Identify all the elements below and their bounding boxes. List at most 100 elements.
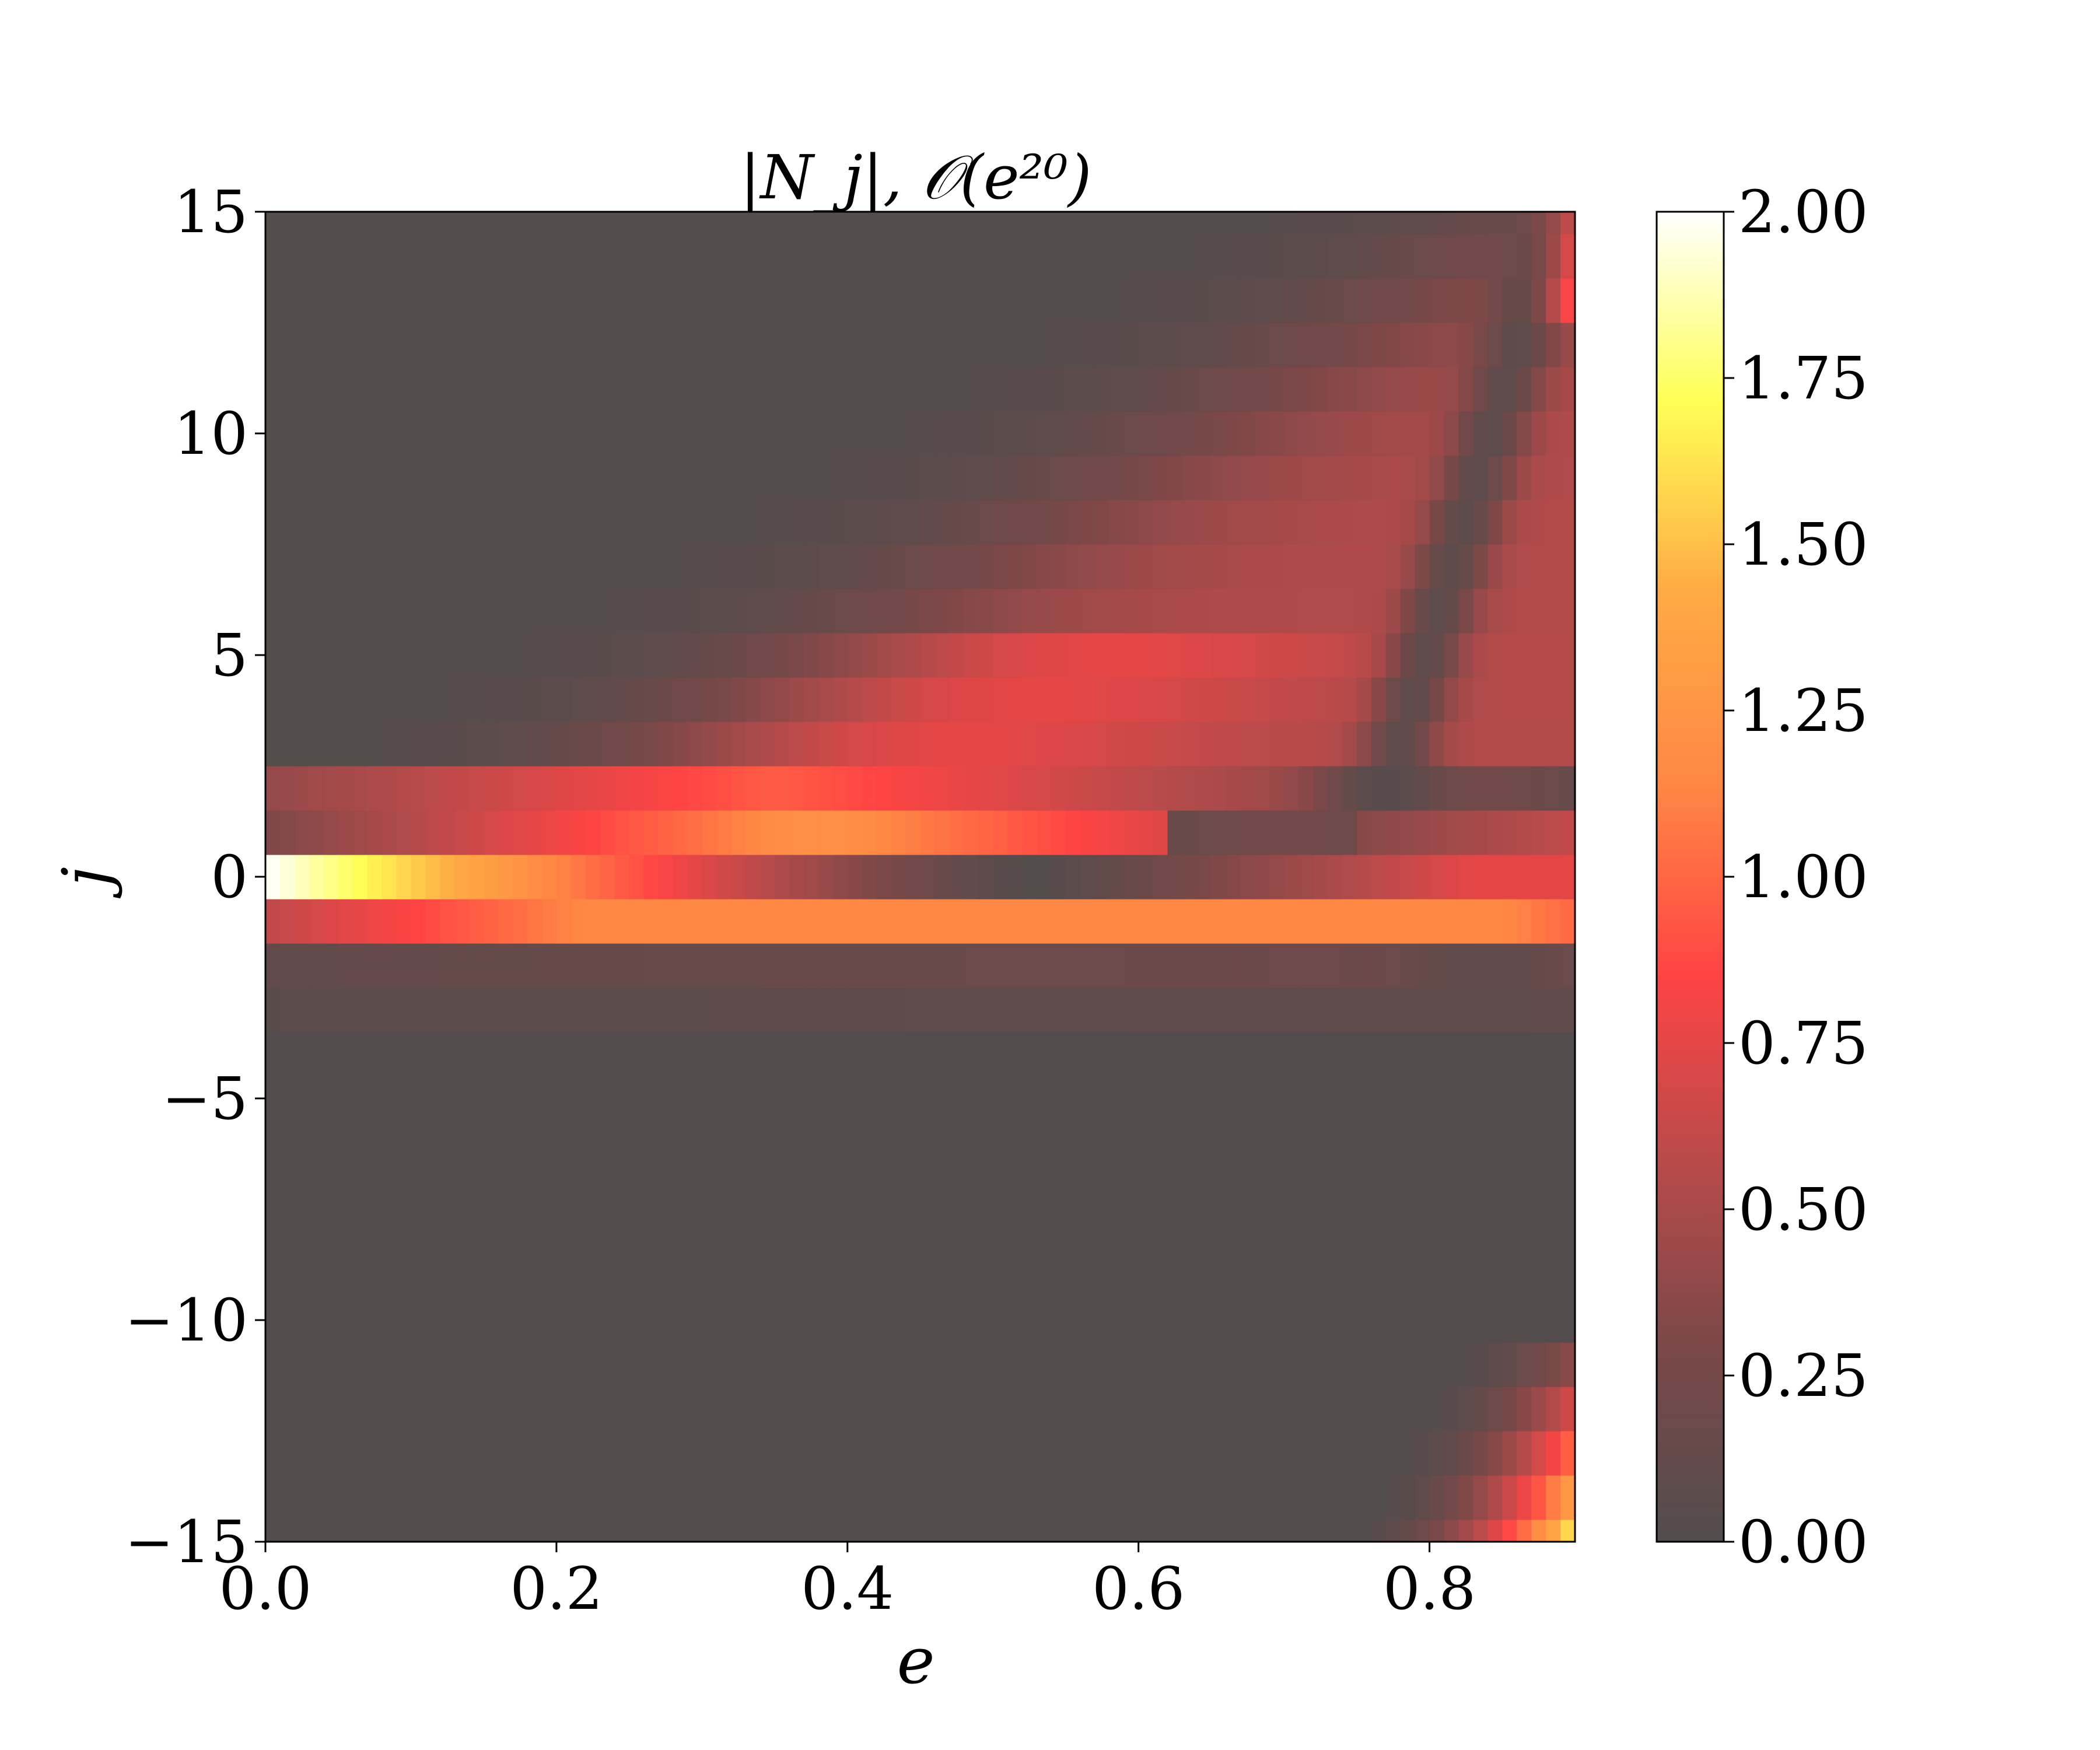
heatmap-cell (1065, 1475, 1081, 1520)
heatmap-cell (1356, 766, 1372, 811)
heatmap-cell (1458, 234, 1474, 279)
heatmap-cell (1327, 1121, 1343, 1166)
heatmap-cell (309, 722, 324, 766)
heatmap-cell (440, 500, 455, 545)
heatmap-cell (862, 1431, 877, 1476)
heatmap-cell (716, 1209, 732, 1254)
colorbar-tick-label: 1.25 (1738, 677, 1868, 745)
heatmap-cell (818, 323, 834, 368)
heatmap-cell (1051, 411, 1066, 456)
heatmap-cell (1037, 722, 1052, 766)
heatmap-cell (935, 1209, 950, 1254)
heatmap-cell (673, 500, 688, 545)
y-tick-label: −10 (125, 1286, 248, 1354)
heatmap-cell (309, 1520, 324, 1542)
x-tick-label: 0.2 (510, 1555, 603, 1623)
heatmap-cell (1255, 1431, 1270, 1476)
heatmap-cell (746, 1298, 761, 1343)
heatmap-cell (1269, 810, 1284, 855)
heatmap-cell (876, 677, 892, 722)
heatmap-cell (1124, 810, 1139, 855)
heatmap-cell (1022, 633, 1037, 678)
heatmap-cell (1240, 633, 1255, 678)
heatmap-cell (323, 544, 339, 589)
heatmap-cell (1269, 1076, 1284, 1121)
heatmap-cell (1007, 1165, 1023, 1210)
heatmap-cell (1211, 899, 1226, 944)
heatmap-cell (1255, 323, 1270, 368)
heatmap-cell (775, 411, 790, 456)
heatmap-cell (1080, 1165, 1096, 1210)
heatmap-cell (1080, 855, 1096, 900)
heatmap-cell (1327, 1076, 1343, 1121)
heatmap-cell (702, 1520, 717, 1542)
heatmap-cell (1531, 1121, 1546, 1166)
heatmap-cell (498, 677, 513, 722)
heatmap-cell (527, 411, 542, 456)
heatmap-cell (1051, 1342, 1066, 1387)
heatmap-cell (1531, 234, 1546, 279)
heatmap-cell (309, 500, 324, 545)
heatmap-cell (716, 589, 732, 634)
heatmap-cell (1356, 1165, 1372, 1210)
heatmap-cell (1458, 1298, 1474, 1343)
heatmap-cell (746, 411, 761, 456)
heatmap-cell (949, 1520, 964, 1542)
heatmap-cell (352, 212, 368, 235)
heatmap-cell (1255, 212, 1270, 235)
heatmap-cell (1153, 766, 1168, 811)
heatmap-cell (570, 589, 586, 634)
heatmap-cell (993, 234, 1008, 279)
heatmap-cell (1269, 722, 1284, 766)
heatmap-cell (1546, 1520, 1561, 1542)
heatmap-cell (789, 1076, 804, 1121)
heatmap-cell (775, 633, 790, 678)
heatmap-cell (1065, 810, 1081, 855)
heatmap-cell (440, 1431, 455, 1476)
heatmap-cell (1444, 899, 1460, 944)
heatmap-cell (352, 943, 368, 988)
heatmap-cell (1007, 1254, 1023, 1298)
heatmap-cell (1109, 766, 1125, 811)
heatmap-cell (862, 1475, 877, 1520)
heatmap-cell (702, 1431, 717, 1476)
heatmap-cell (673, 1121, 688, 1166)
heatmap-cell (731, 323, 746, 368)
heatmap-cell (1327, 1209, 1343, 1254)
heatmap-cell (367, 810, 383, 855)
heatmap-cell (1458, 1520, 1474, 1542)
heatmap-cell (876, 766, 892, 811)
heatmap-cell (920, 988, 936, 1032)
heatmap-cell (1182, 1520, 1198, 1542)
heatmap-cell (498, 411, 513, 456)
heatmap-cell (454, 810, 470, 855)
heatmap-cell (513, 1431, 528, 1476)
heatmap-cell (803, 212, 819, 235)
heatmap-cell (1502, 367, 1517, 412)
heatmap-cell (265, 1342, 281, 1387)
heatmap-cell (1124, 500, 1139, 545)
heatmap-cell (367, 1032, 383, 1077)
heatmap-cell (1065, 943, 1081, 988)
heatmap-cell (629, 855, 645, 900)
heatmap-cell (1124, 456, 1139, 501)
heatmap-cell (1502, 1254, 1517, 1298)
heatmap-cell (949, 1032, 964, 1077)
heatmap-cell (1255, 1342, 1270, 1387)
heatmap-cell (1182, 367, 1198, 412)
heatmap-cell (964, 1209, 979, 1254)
heatmap-cell (1560, 943, 1576, 988)
heatmap-cell (425, 1165, 440, 1210)
heatmap-cell (1124, 212, 1139, 235)
heatmap-cell (1429, 1298, 1445, 1343)
heatmap-cell (1037, 1475, 1052, 1520)
heatmap-cell (1444, 988, 1460, 1032)
heatmap-cell (1196, 677, 1212, 722)
heatmap-cell (1284, 234, 1299, 279)
heatmap-cell (1022, 589, 1037, 634)
heatmap-cell (469, 1475, 484, 1520)
heatmap-cell (1560, 234, 1576, 279)
heatmap-cell (673, 943, 688, 988)
heatmap-cell (1371, 810, 1387, 855)
heatmap-cell (411, 278, 426, 323)
